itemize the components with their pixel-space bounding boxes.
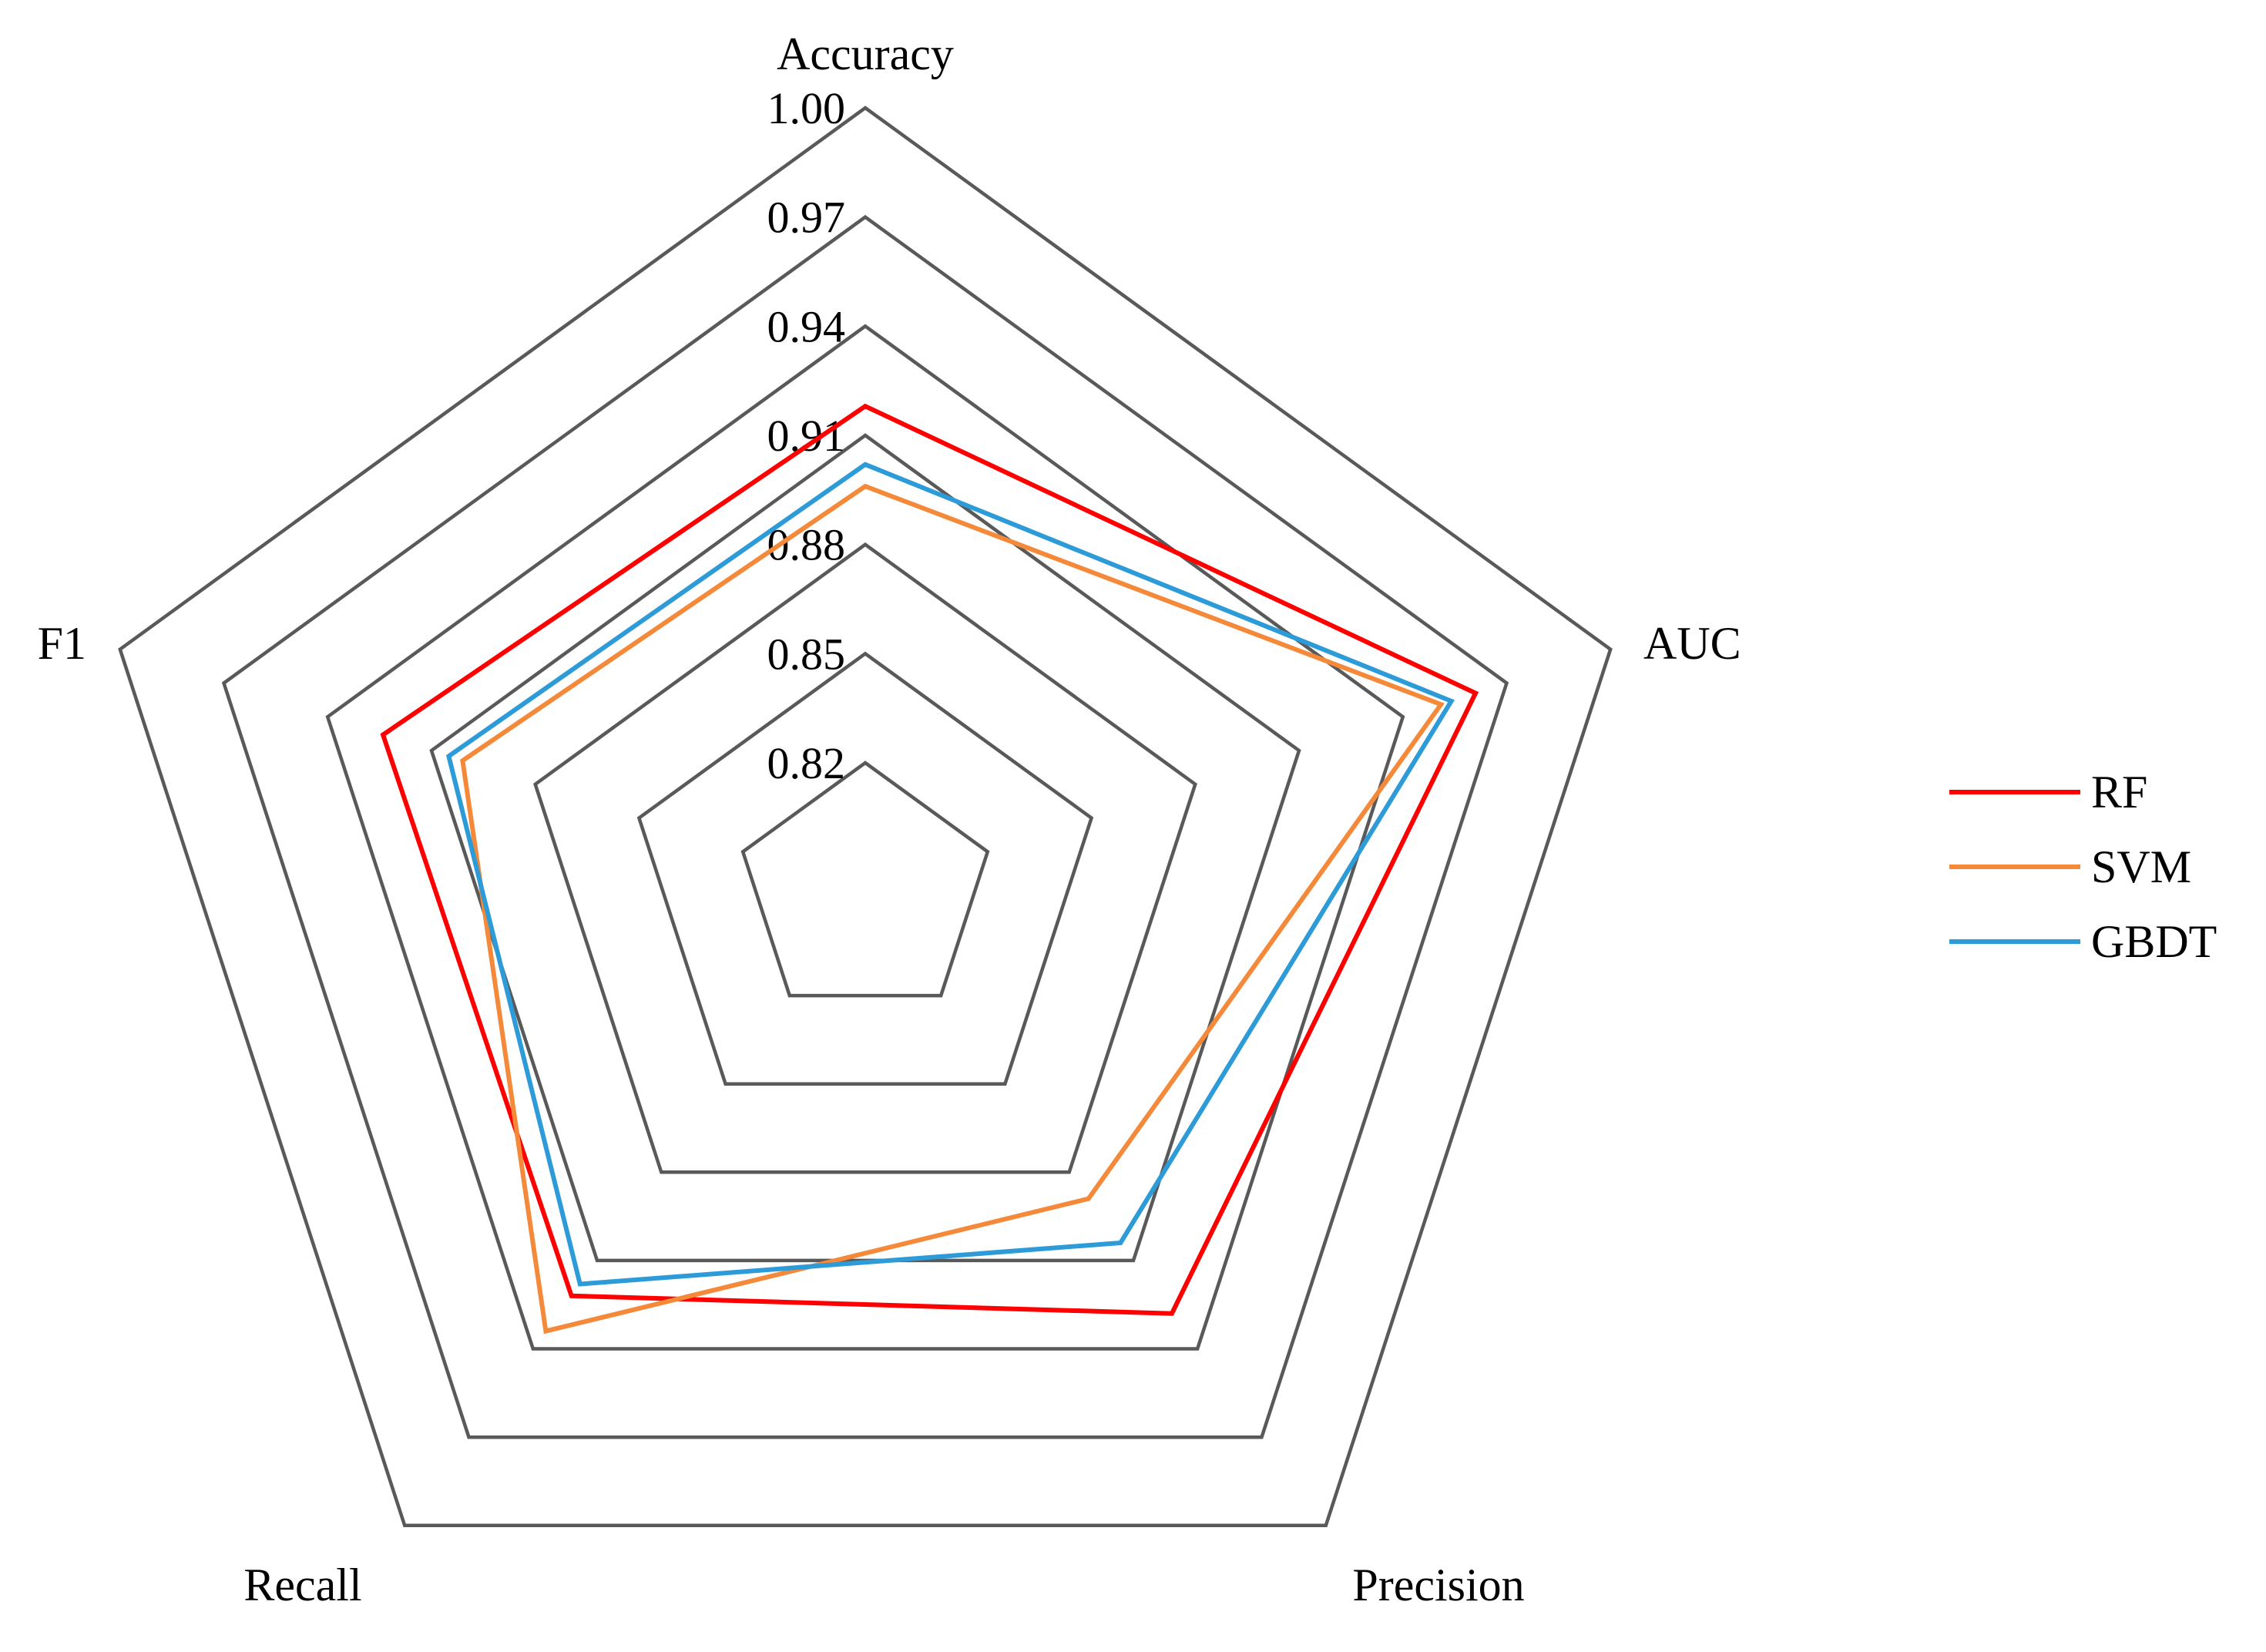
axis-label-recall: Recall (243, 1560, 361, 1610)
grid-ring-0-88 (533, 542, 1197, 1174)
legend-label-rf: RF (2091, 767, 2147, 818)
legend: RF SVM GBDT (1949, 767, 2217, 967)
grid-ring-0-94 (325, 324, 1405, 1351)
series-line-gbdt (445, 462, 1455, 1287)
radar-grid (118, 106, 1613, 1528)
series-lines (380, 403, 1479, 1335)
tick-label-0-97: 0.97 (767, 193, 846, 243)
legend-label-gbdt: GBDT (2091, 916, 2217, 967)
tick-label-0-82: 0.82 (767, 738, 846, 788)
axis-label-precision: Precision (1352, 1560, 1524, 1610)
grid-ring-0-85 (636, 651, 1094, 1086)
grid-ring-0-82 (740, 761, 990, 998)
series-line-svm (460, 483, 1445, 1335)
axis-labels: Accuracy AUC Precision Recall F1 (38, 29, 1741, 1610)
radial-tick-labels: 0.820.850.880.910.940.971.00 (767, 83, 846, 788)
grid-ring-1-00 (118, 106, 1613, 1528)
axis-label-accuracy: Accuracy (777, 29, 954, 79)
grid-ring-0-97 (221, 214, 1509, 1439)
axis-label-f1: F1 (38, 618, 86, 669)
tick-label-0-91: 0.91 (767, 411, 846, 461)
series-line-rf (380, 403, 1479, 1316)
axis-label-auc: AUC (1643, 618, 1741, 669)
tick-label-0-85: 0.85 (767, 629, 846, 679)
tick-label-0-94: 0.94 (767, 301, 846, 351)
tick-label-1-00: 1.00 (767, 83, 846, 133)
legend-label-svm: SVM (2091, 841, 2191, 892)
grid-ring-0-91 (429, 433, 1301, 1263)
